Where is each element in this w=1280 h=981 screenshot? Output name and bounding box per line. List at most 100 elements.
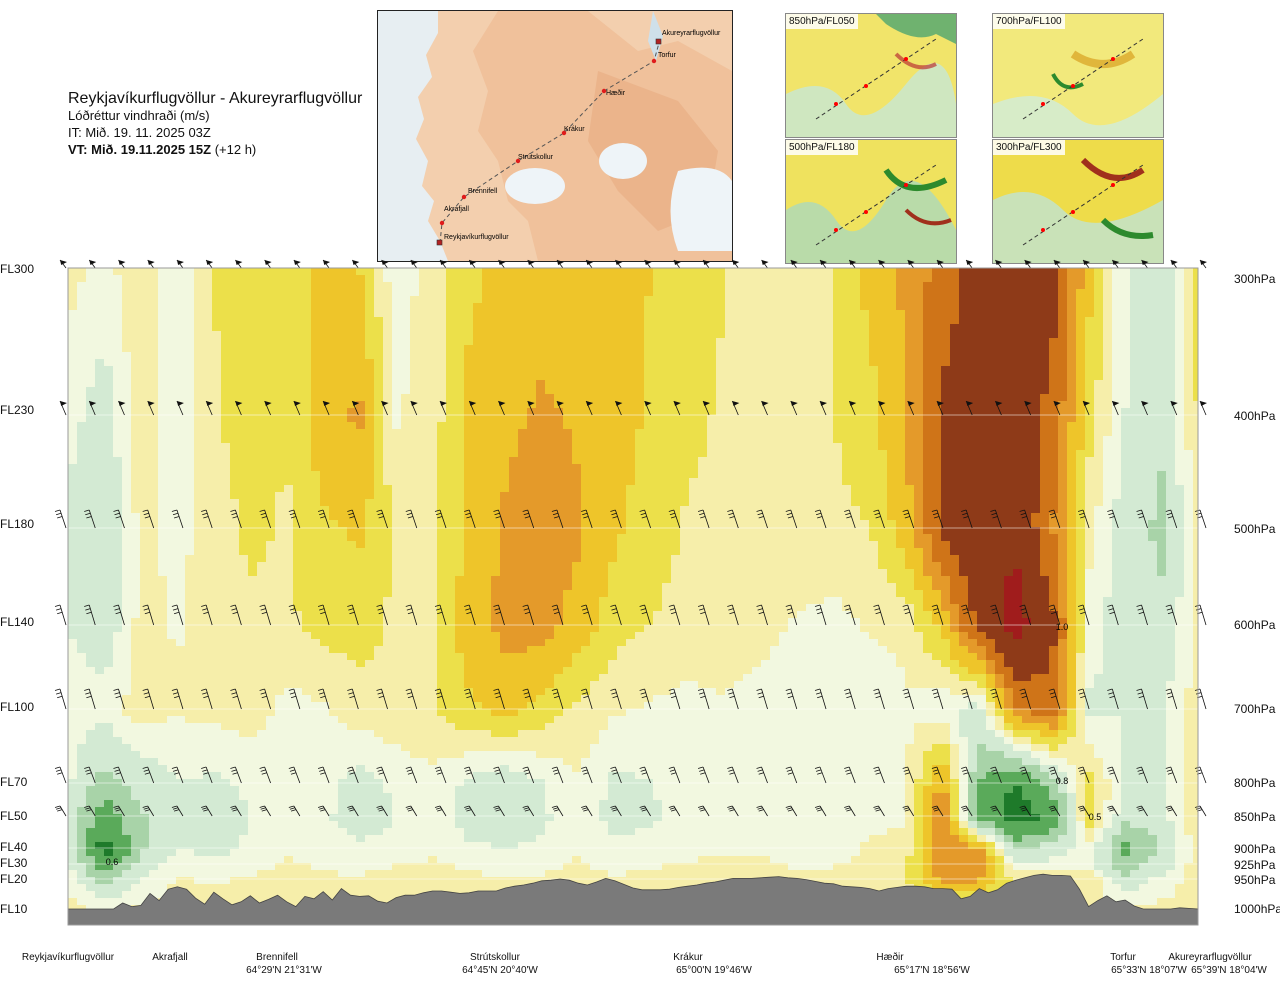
heat-cell [410,289,420,297]
heat-cell [869,499,879,507]
heat-cell [734,394,744,402]
heat-cell [302,282,312,290]
heat-cell [527,429,537,437]
heat-cell [68,303,78,311]
heat-cell [320,429,330,437]
heat-cell [329,303,339,311]
heat-cell [239,282,249,290]
thumb-700hpa[interactable]: 700hPa/FL100 [992,13,1164,138]
thumb-500hpa[interactable]: 500hPa/FL180 [785,139,957,264]
heat-cell [257,345,267,353]
heat-cell [284,268,294,276]
heat-cell [1040,275,1050,283]
heat-cell [599,443,609,451]
heat-cell [419,527,429,535]
heat-cell [770,534,780,542]
heat-cell [752,345,762,353]
heat-cell [698,268,708,276]
thumb-850hpa[interactable]: 850hPa/FL050 [785,13,957,138]
heat-cell [518,499,528,507]
heat-cell [140,422,150,430]
heat-cell [158,275,168,283]
heat-cell [95,443,105,451]
heat-cell [1121,464,1131,472]
heat-cell [635,303,645,311]
heat-cell [797,275,807,283]
heat-cell [167,499,177,507]
heat-cell [932,359,942,367]
heat-cell [95,513,105,521]
heat-cell [644,317,654,325]
heat-cell [572,471,582,479]
heat-cell [194,331,204,339]
heat-cell [1139,359,1149,367]
heat-cell [1130,485,1140,493]
heat-cell [500,317,510,325]
heat-cell [266,520,276,528]
heat-cell [311,317,321,325]
heat-cell [905,352,915,360]
heat-cell [752,359,762,367]
heat-cell [500,534,510,542]
heat-cell [1130,471,1140,479]
heat-cell [887,317,897,325]
heat-cell [878,387,888,395]
heat-cell [644,296,654,304]
heat-cell [446,492,456,500]
heat-cell [1103,492,1113,500]
heat-cell [941,338,951,346]
heat-cell [959,520,969,528]
heat-cell [1112,331,1122,339]
heat-cell [1049,485,1059,493]
heat-cell [887,485,897,493]
heat-cell [824,457,834,465]
heat-cell [1112,275,1122,283]
heat-cell [932,275,942,283]
heat-cell [1121,534,1131,542]
heat-cell [1031,331,1041,339]
heat-cell [392,352,402,360]
heat-cell [833,303,843,311]
heat-cell [347,408,357,416]
heat-cell [1040,485,1050,493]
heat-cell [311,506,321,514]
heat-cell [707,415,717,423]
heat-cell [329,345,339,353]
heat-cell [833,415,843,423]
heat-cell [644,373,654,381]
heat-cell [680,338,690,346]
heat-cell [149,422,159,430]
hpa-label-800: 800hPa [1234,776,1276,790]
heat-cell [1013,513,1023,521]
heat-cell [131,282,141,290]
heat-cell [293,520,303,528]
heat-cell [68,541,78,549]
heat-cell [194,471,204,479]
heat-cell [1058,429,1068,437]
heat-cell [842,310,852,318]
heat-cell [770,387,780,395]
heat-cell [941,450,951,458]
heat-cell [1139,513,1149,521]
heat-cell [554,415,564,423]
heat-cell [320,513,330,521]
map-label-haedir: Hæðir [606,89,626,97]
heat-cell [293,394,303,402]
thumb-300hpa[interactable]: 300hPa/FL300 [992,139,1164,264]
heat-cell [770,366,780,374]
heat-cell [500,436,510,444]
heat-cell [662,422,672,430]
heat-cell [1148,331,1158,339]
heat-cell [716,387,726,395]
heat-cell [383,513,393,521]
heat-cell [158,415,168,423]
heat-cell [824,275,834,283]
heat-cell [680,310,690,318]
heat-cell [500,324,510,332]
heat-cell [617,443,627,451]
heat-cell [1112,387,1122,395]
heat-cell [104,408,114,416]
heat-cell [1067,485,1077,493]
heat-cell [473,310,483,318]
heat-cell [770,359,780,367]
